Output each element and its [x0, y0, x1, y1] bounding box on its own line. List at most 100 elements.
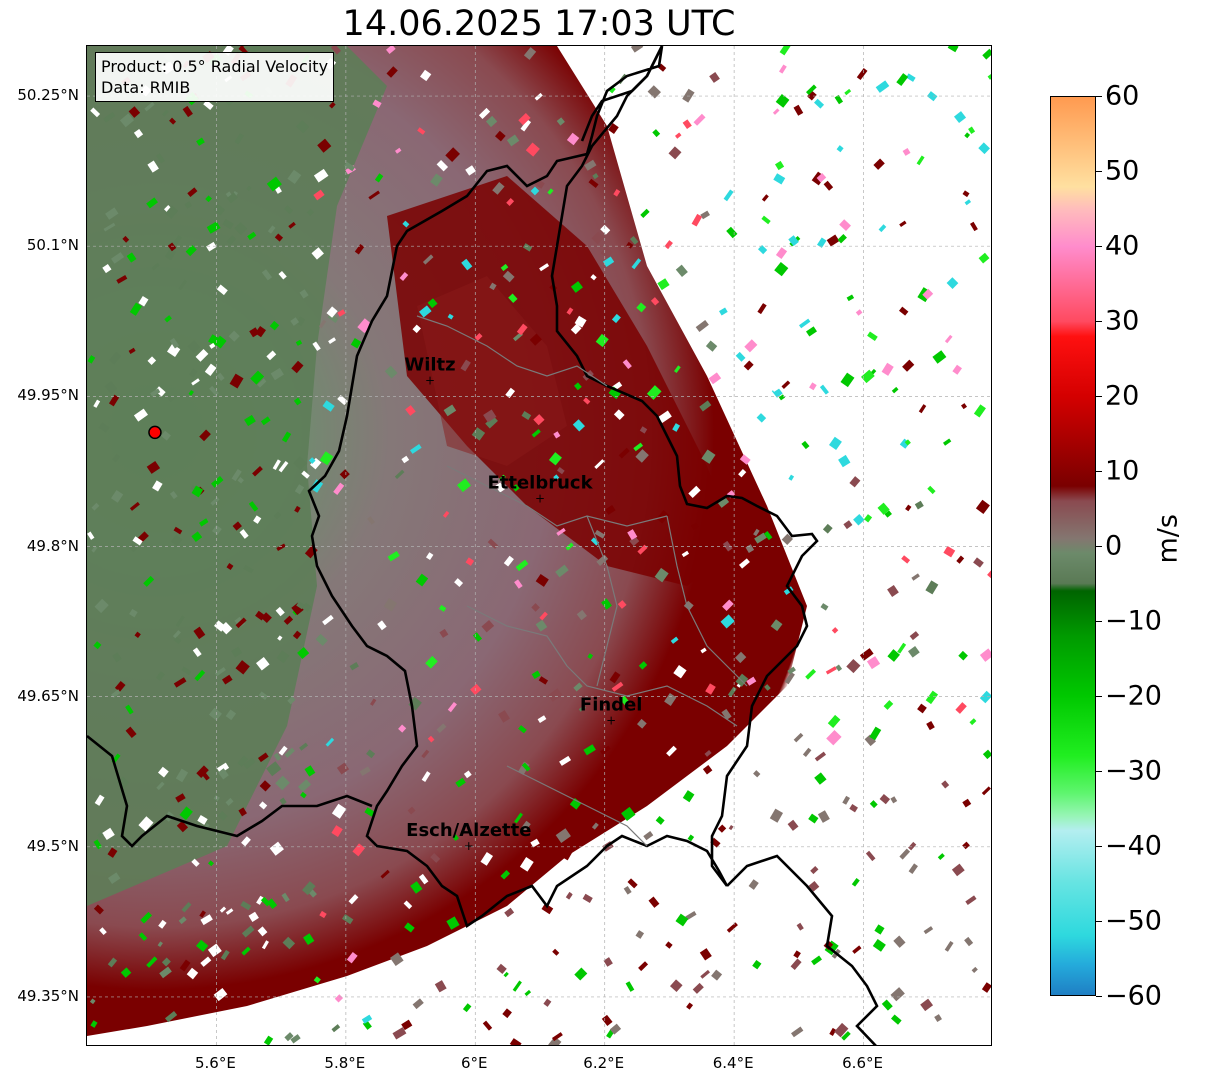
- velocity-gate: [766, 734, 777, 744]
- velocity-gate: [162, 109, 169, 117]
- velocity-gate: [799, 318, 811, 329]
- velocity-gate: [290, 1034, 301, 1044]
- velocity-gate: [753, 528, 760, 537]
- velocity-gate: [891, 1014, 902, 1025]
- velocity-gate: [802, 747, 812, 757]
- velocity-gate: [140, 911, 153, 924]
- radar-map[interactable]: + Wiltz + Ettelbruck + Findel + Esch/Alzette: [86, 45, 992, 1046]
- colorbar-tick-label: −30: [1105, 755, 1162, 787]
- velocity-gate: [902, 359, 915, 372]
- velocity-gate: [502, 1008, 512, 1019]
- velocity-gate: [91, 545, 98, 553]
- velocity-gate: [291, 360, 304, 374]
- velocity-gate: [374, 173, 384, 183]
- velocity-gate: [334, 994, 344, 1003]
- velocity-gate: [583, 744, 596, 756]
- velocity-gate: [317, 138, 332, 153]
- velocity-gate: [790, 958, 802, 971]
- velocity-gate: [278, 270, 287, 280]
- velocity-gate: [116, 274, 128, 284]
- velocity-gate: [175, 793, 186, 803]
- velocity-gate: [344, 161, 356, 172]
- velocity-gate: [261, 269, 273, 281]
- velocity-gate: [515, 559, 529, 572]
- velocity-gate: [348, 894, 359, 905]
- velocity-gate: [273, 752, 282, 761]
- velocity-gate: [208, 707, 222, 721]
- velocity-gate: [452, 834, 459, 841]
- velocity-gate: [629, 162, 643, 177]
- colorbar-tick-mark: [1096, 96, 1102, 97]
- velocity-gate: [629, 536, 640, 547]
- velocity-gate: [225, 709, 237, 721]
- city-marker: +: [425, 373, 435, 387]
- velocity-gate: [240, 900, 252, 911]
- velocity-gate: [460, 359, 471, 372]
- velocity-gate: [167, 242, 177, 252]
- velocity-gate: [279, 797, 287, 805]
- velocity-gate: [269, 841, 284, 856]
- colorbar-tick-mark: [1096, 546, 1102, 547]
- velocity-gate: [99, 927, 107, 936]
- velocity-gate: [570, 281, 583, 293]
- velocity-gate: [284, 747, 295, 758]
- velocity-gate: [555, 828, 571, 843]
- velocity-gate: [793, 104, 804, 116]
- lat-tick-label: 49.95°N: [17, 386, 79, 405]
- velocity-gate: [838, 454, 851, 468]
- velocity-gate: [346, 951, 358, 964]
- velocity-gate: [110, 489, 124, 503]
- velocity-gate: [156, 781, 165, 791]
- colorbar-tick-mark: [1096, 996, 1102, 997]
- velocity-gate: [93, 399, 101, 408]
- velocity-gate: [129, 608, 138, 618]
- velocity-gate: [834, 94, 844, 105]
- velocity-gate: [272, 459, 281, 471]
- velocity-gate: [386, 66, 398, 78]
- velocity-gate: [482, 1020, 493, 1031]
- velocity-gate: [824, 940, 839, 956]
- velocity-gate: [892, 776, 908, 792]
- velocity-gate: [864, 514, 873, 523]
- velocity-gate: [964, 936, 974, 947]
- velocity-gate: [164, 315, 172, 323]
- velocity-gate: [104, 381, 118, 394]
- velocity-gate: [787, 666, 796, 675]
- velocity-gate: [401, 1019, 413, 1031]
- velocity-gate: [653, 782, 667, 796]
- velocity-gate: [192, 647, 202, 658]
- velocity-gate: [723, 189, 734, 202]
- velocity-gate: [705, 683, 716, 695]
- velocity-gate: [635, 930, 645, 939]
- velocity-gate: [574, 315, 587, 328]
- velocity-gate: [90, 107, 101, 118]
- velocity-gate: [179, 959, 191, 972]
- velocity-gate: [810, 865, 819, 875]
- velocity-gate: [465, 557, 475, 566]
- velocity-gate: [267, 225, 276, 234]
- velocity-gate: [425, 655, 438, 669]
- velocity-gate: [331, 1024, 341, 1033]
- lon-tick-label: 6.4°E: [712, 1054, 754, 1072]
- velocity-gate: [556, 117, 565, 126]
- velocity-gate: [521, 820, 531, 832]
- velocity-gate: [981, 786, 991, 796]
- velocity-gate: [851, 877, 860, 887]
- velocity-gate: [925, 580, 939, 595]
- colorbar-tick-label: −20: [1105, 680, 1162, 712]
- velocity-gate: [531, 603, 540, 612]
- lon-tick-label: 6°E: [461, 1054, 488, 1072]
- velocity-gate: [832, 605, 843, 616]
- velocity-gate: [294, 484, 305, 495]
- lat-tick-label: 50.1°N: [26, 236, 79, 255]
- velocity-gate: [151, 262, 160, 271]
- velocity-gate: [609, 671, 621, 684]
- velocity-gate: [436, 159, 449, 172]
- velocity-gate: [403, 900, 413, 910]
- velocity-gate: [855, 89, 864, 98]
- velocity-gate: [398, 724, 407, 733]
- velocity-gate: [194, 669, 206, 682]
- velocity-gate: [829, 1027, 837, 1036]
- velocity-gate: [584, 989, 591, 996]
- velocity-gate: [367, 516, 375, 525]
